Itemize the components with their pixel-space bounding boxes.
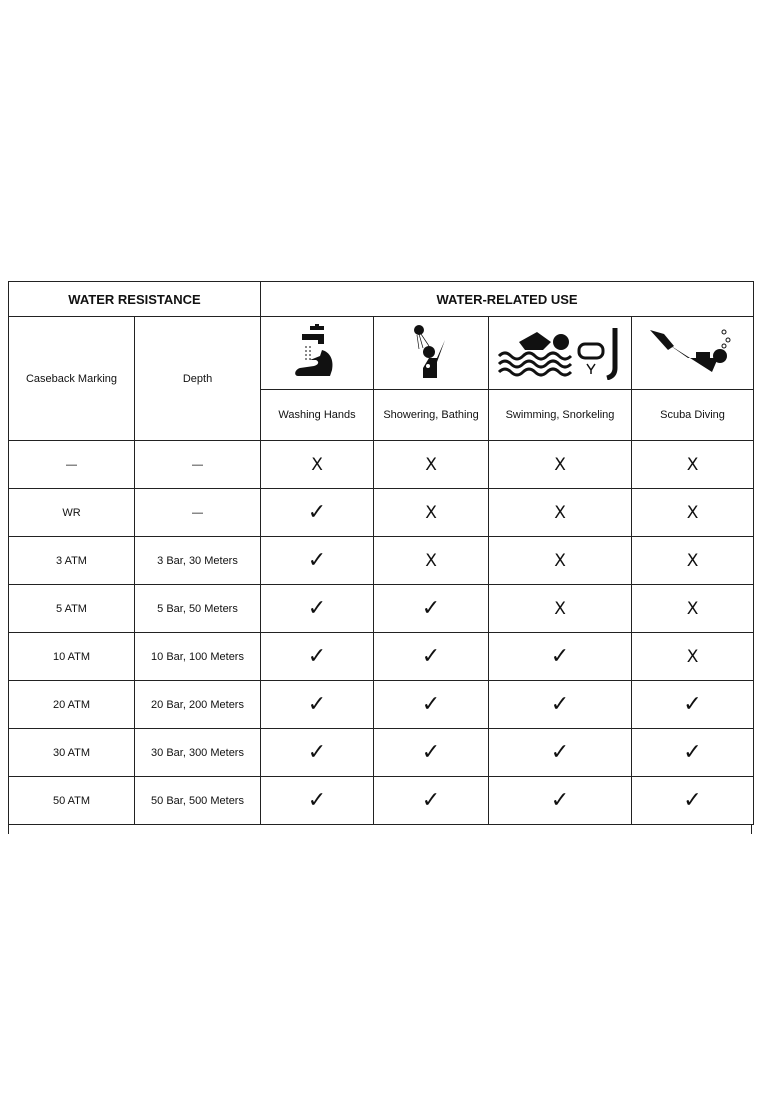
table-row: 3 ATM 3 Bar, 30 Meters ✓ X X X	[8, 536, 755, 585]
check-icon: ✓	[631, 776, 755, 825]
x-icon: X	[631, 440, 755, 489]
table-row: 5 ATM 5 Bar, 50 Meters ✓ ✓ X X	[8, 584, 755, 633]
check-icon: ✓	[260, 632, 375, 681]
shower-icon	[414, 324, 446, 378]
x-icon: X	[631, 584, 755, 633]
swimming-snorkel-icon	[497, 327, 618, 380]
caseback-marking: —	[8, 440, 135, 489]
caseback-marking: WR	[8, 488, 135, 537]
depth-value: —	[133, 440, 262, 489]
table-row: — — X X X X	[8, 440, 755, 489]
check-icon: ✓	[631, 728, 755, 777]
depth-value: 20 Bar, 200 Meters	[133, 680, 262, 729]
x-icon: X	[488, 584, 633, 633]
table-border	[751, 824, 752, 834]
table-border	[8, 824, 9, 834]
check-icon: ✓	[631, 680, 755, 729]
x-icon: X	[373, 440, 490, 489]
depth-value: 3 Bar, 30 Meters	[133, 536, 262, 585]
caseback-marking: 30 ATM	[8, 728, 135, 777]
depth-header: Depth	[133, 316, 262, 441]
check-icon: ✓	[373, 584, 490, 633]
depth-value: —	[133, 488, 262, 537]
depth-value: 10 Bar, 100 Meters	[133, 632, 262, 681]
check-icon: ✓	[488, 680, 633, 729]
x-icon: X	[373, 488, 490, 537]
check-icon: ✓	[373, 680, 490, 729]
check-icon: ✓	[260, 728, 375, 777]
caseback-marking: 20 ATM	[8, 680, 135, 729]
depth-value: 50 Bar, 500 Meters	[133, 776, 262, 825]
washing-hands-icon	[295, 323, 333, 376]
caseback-marking: 5 ATM	[8, 584, 135, 633]
check-icon: ✓	[260, 488, 375, 537]
x-icon: X	[373, 536, 490, 585]
scuba-diver-icon	[649, 329, 731, 372]
caseback-marking: 3 ATM	[8, 536, 135, 585]
caseback-marking: 10 ATM	[8, 632, 135, 681]
check-icon: ✓	[488, 728, 633, 777]
check-icon: ✓	[488, 776, 633, 825]
table-row: 30 ATM 30 Bar, 300 Meters ✓ ✓ ✓ ✓	[8, 728, 755, 777]
x-icon: X	[488, 488, 633, 537]
activity-label: Scuba Diving	[631, 389, 755, 441]
caseback-marking: 50 ATM	[8, 776, 135, 825]
check-icon: ✓	[260, 776, 375, 825]
table-row: WR — ✓ X X X	[8, 488, 755, 537]
table-row: 50 ATM 50 Bar, 500 Meters ✓ ✓ ✓ ✓	[8, 776, 755, 825]
depth-value: 5 Bar, 50 Meters	[133, 584, 262, 633]
check-icon: ✓	[260, 680, 375, 729]
water-resistance-header: WATER RESISTANCE	[7, 281, 262, 317]
x-icon: X	[631, 488, 755, 537]
check-icon: ✓	[260, 584, 375, 633]
x-icon: X	[260, 440, 375, 489]
activity-label: Washing Hands	[260, 389, 375, 441]
x-icon: X	[488, 440, 633, 489]
water-resistance-table: WATER RESISTANCE WATER-RELATED USE Caseb…	[7, 281, 755, 825]
check-icon: ✓	[373, 632, 490, 681]
caseback-header: Caseback Marking	[8, 316, 135, 441]
water-use-header: WATER-RELATED USE	[260, 281, 755, 317]
check-icon: ✓	[260, 536, 375, 585]
activity-label: Showering, Bathing	[373, 389, 490, 441]
table-row: 10 ATM 10 Bar, 100 Meters ✓ ✓ ✓ X	[8, 632, 755, 681]
check-icon: ✓	[373, 776, 490, 825]
table-row: 20 ATM 20 Bar, 200 Meters ✓ ✓ ✓ ✓	[8, 680, 755, 729]
x-icon: X	[631, 536, 755, 585]
check-icon: ✓	[373, 728, 490, 777]
depth-value: 30 Bar, 300 Meters	[133, 728, 262, 777]
x-icon: X	[631, 632, 755, 681]
x-icon: X	[488, 536, 633, 585]
check-icon: ✓	[488, 632, 633, 681]
activity-label: Swimming, Snorkeling	[488, 389, 633, 441]
